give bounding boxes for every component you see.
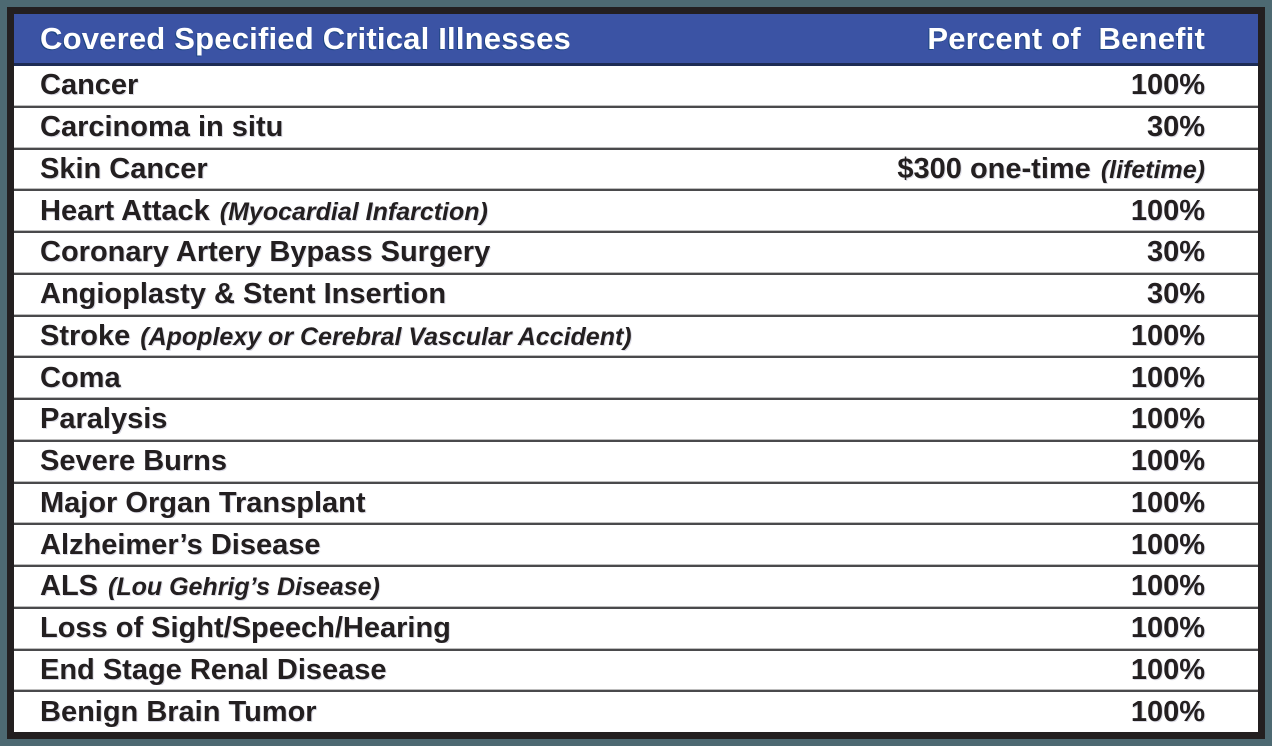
benefit-value-cell: 100%: [1131, 572, 1205, 601]
illness-name-cell: Coronary Artery Bypass Surgery: [40, 238, 1147, 267]
illness-name-cell: Carcinoma in situ: [40, 113, 1147, 142]
illness-name: Severe Burns: [40, 447, 227, 477]
table-body: Cancer 100% Carcinoma in situ 30% Skin C…: [14, 66, 1258, 732]
table-row: Loss of Sight/Speech/Hearing 100%: [14, 606, 1258, 649]
illness-name: Benign Brain Tumor: [40, 697, 317, 727]
illness-name: Heart Attack: [40, 196, 210, 226]
table-row: Stroke (Apoplexy or Cerebral Vascular Acc…: [14, 314, 1258, 357]
illness-name: End Stage Renal Disease: [40, 655, 387, 685]
benefit-value: 100%: [1130, 319, 1205, 352]
table-row: Skin Cancer $300 one-time (lifetime): [14, 147, 1258, 190]
illness-name: Coma: [40, 363, 121, 393]
illness-name-cell: Severe Burns: [40, 447, 1131, 476]
illness-name-cell: Paralysis: [40, 405, 1131, 434]
benefit-value: 100%: [1130, 695, 1205, 728]
table-row: Heart Attack (Myocardial Infarction) 100%: [14, 189, 1258, 231]
benefit-value: 30%: [1146, 236, 1205, 269]
benefit-value-cell: 100%: [1131, 614, 1205, 643]
table-row: ALS (Lou Gehrig’s Disease) 100%: [14, 565, 1258, 607]
benefit-value-cell: 100%: [1131, 405, 1205, 434]
benefit-value-cell: 100%: [1130, 695, 1205, 728]
illness-name-cell: Cancer: [40, 71, 1131, 100]
illness-name-cell: Benign Brain Tumor: [40, 698, 1131, 727]
illness-name-cell: Stroke (Apoplexy or Cerebral Vascular Acc…: [40, 322, 1131, 351]
illness-name: Alzheimer’s Disease: [40, 530, 321, 560]
benefit-value-cell: 30%: [1147, 238, 1205, 267]
table-row: Coronary Artery Bypass Surgery 30%: [14, 231, 1258, 273]
illness-name-cell: Heart Attack (Myocardial Infarction): [40, 197, 1131, 226]
benefit-value-cell: 30%: [1147, 113, 1205, 142]
table-row: Cancer 100%: [14, 66, 1258, 106]
illness-name: Paralysis: [40, 405, 168, 435]
benefit-value-cell: 100%: [1130, 194, 1205, 227]
benefit-value-cell: 100%: [1130, 361, 1205, 394]
benefit-value: 100%: [1130, 528, 1205, 561]
benefit-value: 100%: [1130, 194, 1205, 227]
illness-name: Coronary Artery Bypass Surgery: [40, 238, 491, 268]
illness-note: (Apoplexy or Cerebral Vascular Accident): [140, 322, 632, 351]
benefit-value: 30%: [1146, 278, 1205, 311]
illness-note: (Myocardial Infarction): [219, 197, 488, 226]
table-row: Alzheimer’s Disease 100%: [14, 523, 1258, 565]
benefit-value: 100%: [1130, 570, 1205, 603]
table-row: Coma 100%: [14, 356, 1258, 398]
illness-name-cell: Alzheimer’s Disease: [40, 531, 1131, 560]
illness-name: Loss of Sight/Speech/Hearing: [40, 614, 451, 644]
benefit-value: 100%: [1130, 612, 1205, 645]
illness-column-header: Covered Specified Critical Illnesses: [40, 20, 571, 56]
table-row: Severe Burns 100%: [14, 439, 1258, 482]
benefit-value: 100%: [1130, 445, 1205, 478]
illness-name-cell: ALS (Lou Gehrig’s Disease): [40, 572, 1131, 601]
table-row: Paralysis 100%: [14, 398, 1258, 440]
illness-name-cell: Major Organ Transplant: [40, 489, 1131, 518]
benefit-value: 100%: [1130, 69, 1205, 102]
benefit-value: 100%: [1130, 653, 1205, 686]
benefit-value-cell: 100%: [1130, 486, 1205, 519]
table-row: Carcinoma in situ 30%: [14, 105, 1258, 148]
benefits-table: Covered Specified Critical Illnesses Per…: [7, 7, 1265, 739]
benefit-column-header: Percent of Benefit: [927, 20, 1205, 56]
benefit-value: 100%: [1130, 486, 1205, 519]
benefit-value: 30%: [1146, 111, 1205, 144]
benefit-value-cell: 100%: [1131, 71, 1205, 100]
illness-name-cell: Skin Cancer: [40, 155, 897, 184]
benefit-value-cell: 100%: [1130, 653, 1205, 686]
table-header-row: Covered Specified Critical Illnesses Per…: [14, 14, 1258, 66]
illness-name: Stroke: [40, 321, 131, 351]
illness-name-cell: End Stage Renal Disease: [40, 656, 1131, 685]
illness-name-cell: Loss of Sight/Speech/Hearing: [40, 614, 1131, 643]
benefit-value: $300 one-time: [897, 152, 1091, 185]
table-row: Major Organ Transplant 100%: [14, 481, 1258, 524]
benefit-value-note: (lifetime): [1100, 155, 1205, 184]
illness-note: (Lou Gehrig’s Disease): [108, 573, 380, 602]
benefit-value-cell: 100%: [1131, 447, 1205, 476]
table-row: End Stage Renal Disease 100%: [14, 648, 1258, 691]
illness-name-cell: Angioplasty & Stent Insertion: [40, 280, 1147, 309]
illness-name-cell: Coma: [40, 364, 1131, 393]
illness-name: Carcinoma in situ: [40, 113, 284, 143]
benefit-value: 100%: [1130, 361, 1205, 394]
benefit-value-cell: 30%: [1147, 280, 1205, 309]
table-row: Benign Brain Tumor 100%: [14, 690, 1258, 732]
illness-name: Angioplasty & Stent Insertion: [40, 280, 447, 310]
illness-name: Cancer: [40, 71, 139, 101]
benefit-value-cell: 100%: [1130, 319, 1205, 352]
benefit-value-cell: 100%: [1130, 528, 1205, 561]
benefit-value-cell: $300 one-time (lifetime): [897, 152, 1205, 185]
benefit-value: 100%: [1130, 403, 1205, 436]
table-row: Angioplasty & Stent Insertion 30%: [14, 272, 1258, 315]
illness-name: Major Organ Transplant: [40, 488, 366, 518]
illness-name: ALS: [40, 572, 98, 602]
illness-name: Skin Cancer: [40, 154, 208, 184]
